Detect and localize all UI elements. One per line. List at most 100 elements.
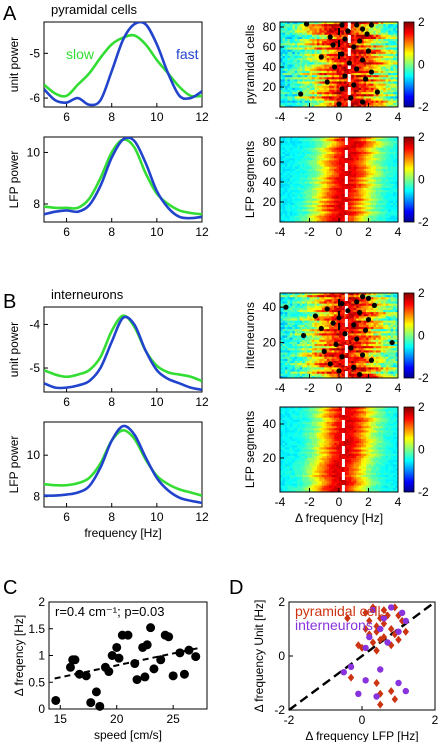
heat-cell xyxy=(282,60,286,63)
heat-cell xyxy=(375,68,379,72)
heat-cell xyxy=(316,145,320,149)
heat-cell xyxy=(309,179,313,183)
heat-cell xyxy=(388,94,392,97)
heat-cell xyxy=(378,104,382,108)
heat-cell xyxy=(304,87,308,91)
heat-cell xyxy=(280,28,283,31)
heat-cell xyxy=(348,68,352,72)
heat-cell xyxy=(368,143,372,146)
heat-cell xyxy=(378,98,382,102)
heat-cell xyxy=(375,149,379,153)
heat-cell xyxy=(292,143,296,146)
heat-cell xyxy=(297,185,301,189)
heat-cell xyxy=(356,26,360,29)
heat-cell xyxy=(339,60,342,63)
heat-cell xyxy=(299,139,303,142)
A-pyr-heatmap-point xyxy=(362,76,369,82)
heat-cell xyxy=(334,53,337,57)
heat-cell xyxy=(336,158,340,161)
heat-cell xyxy=(304,58,308,61)
heat-cell xyxy=(395,47,399,51)
heat-cell xyxy=(282,156,286,159)
heat-cell xyxy=(336,49,340,53)
B-lfp-xtick-label: 12 xyxy=(195,510,209,524)
heat-cell xyxy=(321,34,325,38)
heat-cell xyxy=(302,77,305,80)
heat-cell xyxy=(292,192,296,195)
heat-cell xyxy=(299,179,303,183)
heat-cell xyxy=(348,162,352,166)
heat-cell xyxy=(302,141,305,144)
heat-cell xyxy=(368,83,372,87)
heat-cell xyxy=(361,94,364,97)
heat-cell xyxy=(307,183,310,187)
heat-cell xyxy=(284,192,288,195)
heat-cell xyxy=(294,173,298,176)
heat-cell xyxy=(378,60,382,63)
heat-cell xyxy=(324,154,328,157)
heat-cell xyxy=(284,49,288,53)
heat-cell xyxy=(326,198,330,202)
heat-cell xyxy=(361,192,364,195)
heat-cell xyxy=(385,22,389,25)
heat-cell xyxy=(385,141,389,144)
heat-cell xyxy=(383,166,387,170)
heat-cell xyxy=(282,173,286,176)
heat-cell xyxy=(287,49,291,53)
heat-cell xyxy=(280,179,283,183)
heat-cell xyxy=(361,53,364,57)
heat-cell xyxy=(280,192,283,195)
heat-cell xyxy=(297,151,301,155)
heat-cell xyxy=(311,22,315,25)
heat-cell xyxy=(363,149,367,153)
heat-cell xyxy=(316,139,320,142)
legend-fast: fast xyxy=(176,46,199,62)
heat-cell xyxy=(284,181,288,185)
heat-cell xyxy=(385,92,389,95)
heat-cell xyxy=(292,175,296,178)
heat-cell xyxy=(370,47,374,51)
heat-cell xyxy=(383,160,387,163)
heat-cell xyxy=(378,28,382,31)
heat-cell xyxy=(287,156,291,159)
heat-cell xyxy=(393,177,396,180)
heat-cell xyxy=(343,26,347,29)
heat-cell xyxy=(368,39,372,42)
heat-cell xyxy=(311,104,315,108)
heat-cell xyxy=(336,96,340,99)
heat-cell xyxy=(368,181,372,185)
heat-cell xyxy=(329,100,333,104)
heat-cell xyxy=(341,156,345,159)
heat-cell xyxy=(388,60,392,63)
heat-cell xyxy=(356,162,360,166)
heat-cell xyxy=(370,96,374,99)
heat-cell xyxy=(302,90,305,93)
heat-cell xyxy=(284,175,288,178)
heat-cell xyxy=(368,60,372,63)
heat-cell xyxy=(297,87,301,91)
heat-cell xyxy=(366,87,369,91)
heat-cell xyxy=(311,96,315,99)
heat-cell xyxy=(299,47,303,51)
heat-cell xyxy=(373,141,377,144)
heat-cell xyxy=(336,24,340,27)
heat-cell xyxy=(319,104,323,108)
heat-cell xyxy=(304,139,308,142)
heat-cell xyxy=(331,34,335,38)
heat-cell xyxy=(280,154,283,157)
heat-cell xyxy=(282,158,286,161)
heat-cell xyxy=(361,171,364,174)
heat-cell xyxy=(292,36,296,40)
heat-cell xyxy=(309,198,313,202)
heat-cell xyxy=(368,79,372,82)
heat-cell xyxy=(302,22,305,25)
heat-cell xyxy=(292,45,296,48)
heat-cell xyxy=(353,188,357,191)
heat-cell xyxy=(326,70,330,74)
heat-cell xyxy=(329,39,333,42)
heat-cell xyxy=(380,102,384,106)
heat-cell xyxy=(395,98,399,102)
heat-cell xyxy=(297,39,301,42)
heat-cell xyxy=(297,70,301,74)
heat-cell xyxy=(334,32,337,36)
